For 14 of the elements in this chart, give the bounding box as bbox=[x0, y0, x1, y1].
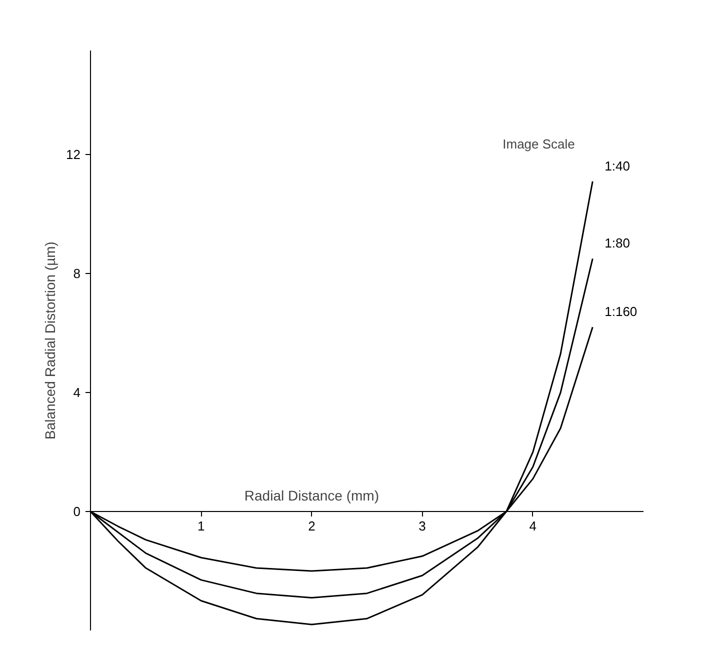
x-tick-label: 3 bbox=[418, 518, 426, 534]
series-label: 1:40 bbox=[604, 158, 630, 174]
y-tick-label: 8 bbox=[73, 266, 81, 282]
x-tick-label: 1 bbox=[197, 518, 205, 534]
y-axis-title: Balanced Radial Distortion (µm) bbox=[42, 242, 58, 440]
x-axis-title: Radial Distance (mm) bbox=[244, 488, 379, 504]
y-tick-label: 0 bbox=[73, 504, 81, 520]
series-label: 1:160 bbox=[604, 304, 638, 320]
x-tick-label: 4 bbox=[529, 518, 537, 534]
y-tick-label: 4 bbox=[73, 385, 81, 400]
legend-title: Image Scale bbox=[502, 136, 575, 152]
series-label: 1:80 bbox=[604, 236, 630, 251]
y-tick-label: 12 bbox=[66, 147, 81, 162]
x-tick-label: 2 bbox=[308, 518, 316, 534]
